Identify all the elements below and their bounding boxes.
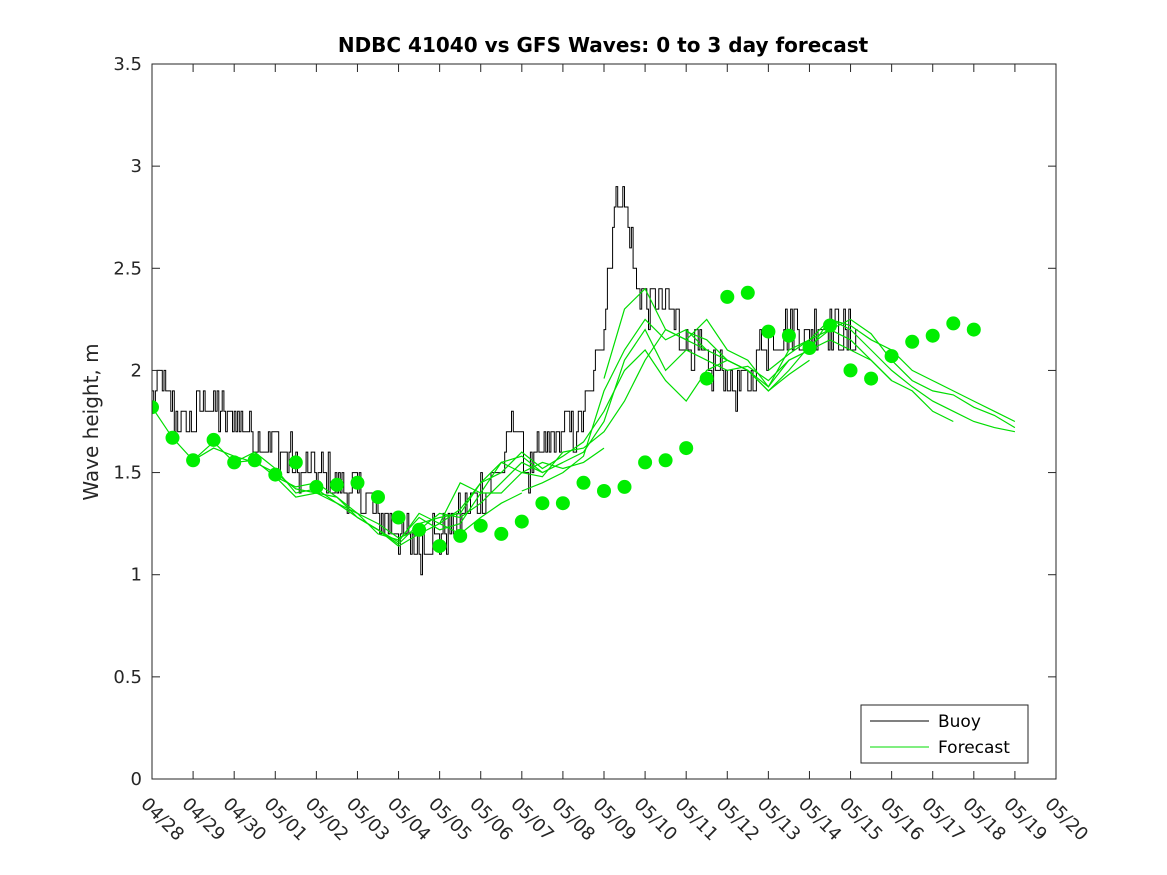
forecast-marker-point (329, 477, 344, 492)
forecast-marker-point (535, 496, 550, 511)
forecast-marker-point (638, 455, 653, 470)
y-tick-label: 3.5 (113, 54, 142, 75)
x-tick-label: 05/18 (958, 794, 1010, 846)
x-tick-label: 05/12 (712, 794, 764, 846)
x-tick-label: 05/14 (794, 794, 846, 846)
forecast-marker-point (555, 496, 570, 511)
legend-buoy-label: Buoy (938, 712, 981, 732)
forecast-marker-point (843, 363, 858, 378)
forecast-marker-point (740, 285, 755, 300)
y-tick-label: 2 (131, 360, 142, 381)
forecast-marker-point (494, 526, 509, 541)
y-tick-label: 3 (131, 156, 142, 177)
forecast-run-line-4 (357, 349, 810, 543)
x-tick-label: 05/20 (1040, 794, 1092, 846)
forecast-marker-point (781, 328, 796, 343)
forecast-marker-point (617, 479, 632, 494)
forecast-marker-point (679, 441, 694, 456)
x-tick-label: 05/08 (547, 794, 599, 846)
forecast-marker-point (288, 455, 303, 470)
forecast-marker-point (884, 349, 899, 364)
y-axis: 0 0.5 1 1.5 2 2.5 3 3.5 (113, 54, 1056, 790)
x-tick-label: 05/06 (465, 794, 517, 846)
y-tick-label: 0 (131, 769, 142, 790)
y-tick-label: 2.5 (113, 258, 142, 279)
x-tick-label: 05/16 (876, 794, 928, 846)
x-tick-label: 05/02 (301, 794, 353, 846)
forecast-marker-point (802, 341, 817, 355)
x-tick-label: 05/17 (917, 794, 969, 846)
forecast-marker-point (371, 490, 385, 505)
forecast-marker-point (699, 371, 714, 386)
forecast-run-line-3 (274, 328, 707, 545)
forecast-marker-point (268, 467, 283, 482)
forecast-marker-point (576, 475, 591, 490)
forecast-marker-point (823, 318, 837, 333)
x-tick-label: 05/04 (383, 794, 435, 846)
forecast-marker-point (946, 316, 961, 331)
legend-forecast-label: Forecast (938, 738, 1010, 758)
x-tick-label: 05/19 (999, 794, 1051, 846)
forecast-marker-point (186, 453, 201, 468)
forecast-marker-point (432, 539, 447, 554)
forecast-marker-point (761, 324, 776, 339)
chart-title: NDBC 41040 vs GFS Waves: 0 to 3 day fore… (338, 33, 869, 57)
forecast-marker-point (514, 514, 529, 529)
x-tick-label: 05/10 (630, 794, 682, 846)
forecast-marker-point (925, 328, 940, 343)
x-tick-label: 04/28 (136, 794, 188, 846)
forecast-marker-point (720, 289, 735, 304)
plot-frame (151, 63, 1057, 780)
forecast-marker-point (152, 400, 159, 415)
x-tick-label: 05/13 (753, 794, 805, 846)
x-tick-label: 05/09 (588, 794, 640, 846)
y-axis-label: Wave height, m (79, 343, 103, 500)
y-tick-label: 1 (131, 565, 142, 586)
x-tick-label: 05/07 (506, 794, 558, 846)
x-tick-label: 05/11 (671, 794, 723, 846)
forecast-marker-point (864, 371, 879, 386)
forecast-marker-point (658, 453, 673, 468)
forecast-marker-point (412, 522, 427, 537)
forecast-marker-point (206, 432, 221, 447)
x-tick-label: 05/15 (835, 794, 887, 846)
x-tick-label: 05/01 (260, 794, 312, 846)
legend-box (860, 704, 1029, 764)
forecast-marker-point (597, 484, 611, 498)
plot-area (152, 186, 1016, 576)
forecast-marker-point (350, 475, 365, 490)
y-tick-label: 0.5 (113, 667, 142, 688)
forecast-marker-point (309, 479, 324, 494)
x-tick-label: 05/05 (424, 794, 476, 846)
forecast-marker-point (473, 518, 488, 533)
forecast-run-line-5 (439, 328, 893, 524)
forecast-run-line-8 (685, 318, 1016, 429)
forecast-marker-point (391, 510, 406, 525)
forecast-marker-point (165, 430, 180, 445)
x-tick-label: 04/29 (178, 794, 230, 846)
forecast-marker-point (453, 528, 468, 543)
y-tick-label: 1.5 (113, 463, 142, 484)
forecast-marker-point (247, 453, 262, 468)
forecast-marker-point (966, 322, 981, 337)
buoy-series-line (152, 186, 858, 576)
legend: Buoy Forecast (860, 704, 1029, 764)
forecast-marker-point (227, 455, 242, 470)
x-tick-label: 04/30 (219, 794, 271, 846)
forecast-run-line-2 (233, 447, 605, 541)
forecast-marker-point (905, 334, 920, 349)
x-tick-label: 05/03 (342, 794, 394, 846)
